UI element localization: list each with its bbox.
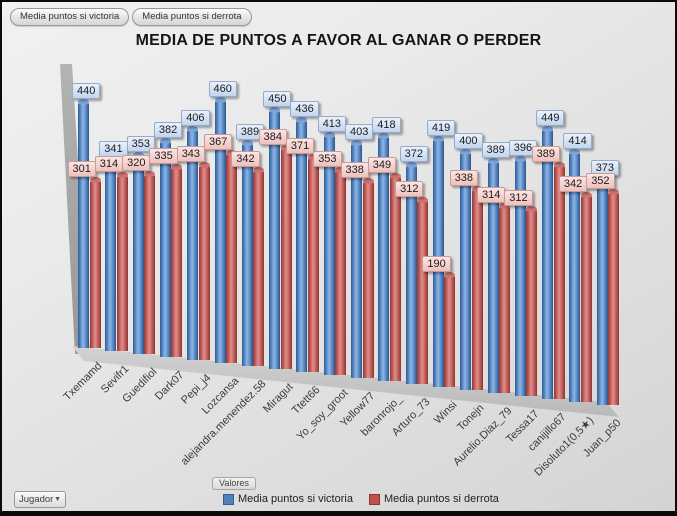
value-label-victoria: 353 (126, 135, 155, 152)
bar-victoria[interactable] (351, 139, 362, 378)
value-label-victoria: 440 (72, 83, 101, 100)
value-label-derrota: 389 (531, 146, 560, 163)
bar-derrota[interactable] (144, 170, 156, 354)
bar-derrota[interactable] (307, 154, 319, 372)
bar-derrota[interactable] (580, 192, 592, 402)
bar-derrota[interactable] (253, 166, 265, 366)
value-label-derrota: 384 (258, 128, 287, 145)
value-label-victoria: 406 (181, 109, 210, 126)
bar-derrota[interactable] (499, 202, 510, 393)
value-label-derrota: 314 (94, 155, 124, 172)
value-label-derrota: 371 (285, 138, 315, 155)
value-label-derrota: 314 (477, 186, 506, 203)
value-label-victoria: 413 (317, 115, 347, 132)
value-label-derrota: 335 (149, 148, 178, 165)
bar-victoria[interactable] (323, 131, 335, 375)
bar-victoria[interactable] (132, 151, 144, 354)
jugador-axis-field-dropdown[interactable]: Jugador ▼ (14, 491, 66, 508)
bar-victoria[interactable] (514, 155, 526, 396)
value-label-derrota: 338 (340, 161, 369, 178)
bar-victoria[interactable] (596, 175, 608, 405)
value-label-derrota: 320 (122, 154, 151, 171)
value-label-victoria: 400 (454, 133, 483, 150)
value-label-derrota: 342 (558, 176, 588, 193)
bar-victoria[interactable] (105, 156, 117, 351)
bar-victoria[interactable] (241, 139, 253, 366)
value-label-victoria: 372 (399, 145, 428, 162)
bar-derrota[interactable] (226, 150, 237, 363)
bar-derrota[interactable] (608, 188, 620, 405)
legend-swatch-victoria-icon (223, 493, 234, 505)
filter-button-victoria[interactable]: Media puntos si victoria (10, 8, 130, 26)
value-label-derrota: 312 (504, 190, 533, 207)
value-label-victoria: 403 (345, 123, 374, 140)
value-label-derrota: 312 (395, 181, 424, 198)
bar-derrota[interactable] (116, 171, 128, 351)
bar-derrota[interactable] (89, 176, 101, 348)
value-label-victoria: 418 (372, 116, 401, 133)
value-label-victoria: 449 (536, 109, 565, 126)
value-label-derrota: 190 (422, 255, 451, 272)
bar-derrota[interactable] (417, 197, 429, 384)
value-label-derrota: 352 (586, 172, 615, 189)
bar-derrota[interactable] (444, 271, 456, 387)
bar-victoria[interactable] (269, 106, 281, 369)
series-filter-buttons: Media puntos si victoria Media puntos si… (10, 8, 252, 26)
bar-victoria[interactable] (405, 161, 417, 384)
bar-victoria[interactable] (542, 125, 554, 399)
value-label-victoria: 419 (426, 120, 456, 137)
value-label-derrota: 338 (449, 170, 479, 187)
value-label-victoria: 450 (263, 90, 292, 107)
value-label-derrota: 301 (67, 160, 96, 177)
chart-title: MEDIA DE PUNTOS A FAVOR AL GANAR O PERDE… (135, 32, 542, 49)
bar-derrota[interactable] (526, 206, 538, 396)
bar-victoria[interactable] (187, 125, 199, 360)
valores-field-button[interactable]: Valores (212, 477, 256, 490)
bar-derrota[interactable] (362, 177, 374, 378)
value-label-derrota: 367 (204, 134, 233, 151)
bar-derrota[interactable] (280, 144, 292, 369)
bar-victoria[interactable] (460, 149, 472, 390)
bar-derrota[interactable] (553, 162, 565, 399)
legend-label-victoria: Media puntos si victoria (238, 493, 353, 505)
value-label-victoria: 389 (235, 123, 265, 140)
jugador-label: Jugador (19, 494, 54, 505)
value-label-victoria: 436 (290, 100, 319, 117)
value-label-victoria: 382 (153, 121, 183, 138)
filter-button-derrota[interactable]: Media puntos si derrota (132, 8, 252, 26)
bar-derrota[interactable] (335, 166, 347, 375)
bar-victoria[interactable] (214, 97, 226, 363)
bar-derrota[interactable] (471, 186, 483, 390)
bar-victoria[interactable] (159, 137, 171, 357)
legend-label-derrota: Media puntos si derrota (383, 493, 499, 505)
bar-derrota[interactable] (171, 164, 183, 357)
value-label-derrota: 353 (313, 150, 342, 167)
value-label-victoria: 414 (563, 132, 592, 149)
legend-swatch-derrota-icon (368, 493, 380, 505)
value-label-derrota: 349 (367, 157, 397, 174)
value-label-derrota: 343 (176, 145, 206, 162)
bar-derrota[interactable] (389, 173, 401, 381)
bar-derrota[interactable] (198, 161, 210, 360)
value-label-victoria: 389 (481, 141, 510, 158)
value-label-derrota: 342 (231, 150, 260, 167)
chevron-down-icon: ▼ (54, 496, 61, 503)
value-label-victoria: 460 (208, 81, 237, 98)
legend-item-derrota[interactable]: Media puntos si derrota (368, 493, 499, 505)
chart-legend: Media puntos si victoria Media puntos si… (223, 493, 499, 505)
bar-victoria[interactable] (378, 132, 390, 381)
bar-victoria[interactable] (569, 148, 581, 402)
bar-victoria[interactable] (296, 116, 308, 372)
bar-victoria[interactable] (487, 157, 499, 393)
legend-item-victoria[interactable]: Media puntos si victoria (223, 493, 353, 505)
value-label-victoria: 373 (590, 159, 620, 176)
bar-victoria[interactable] (78, 99, 89, 348)
